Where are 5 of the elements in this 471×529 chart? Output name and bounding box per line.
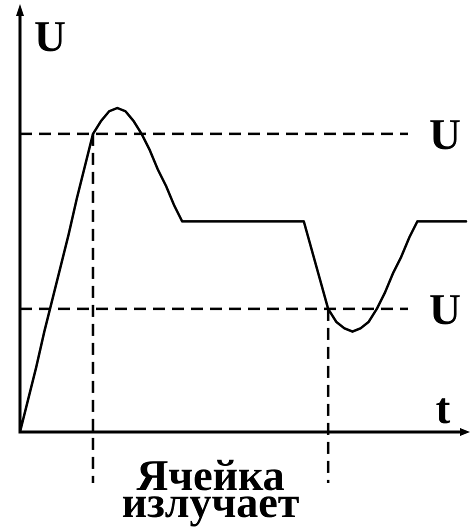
y-axis-title: U <box>34 12 66 61</box>
ref-line-label: U <box>429 284 461 334</box>
text: Ячейка излучает <box>122 451 300 527</box>
x-axis-title: t <box>436 384 451 433</box>
ref-line-label: U <box>429 110 461 159</box>
